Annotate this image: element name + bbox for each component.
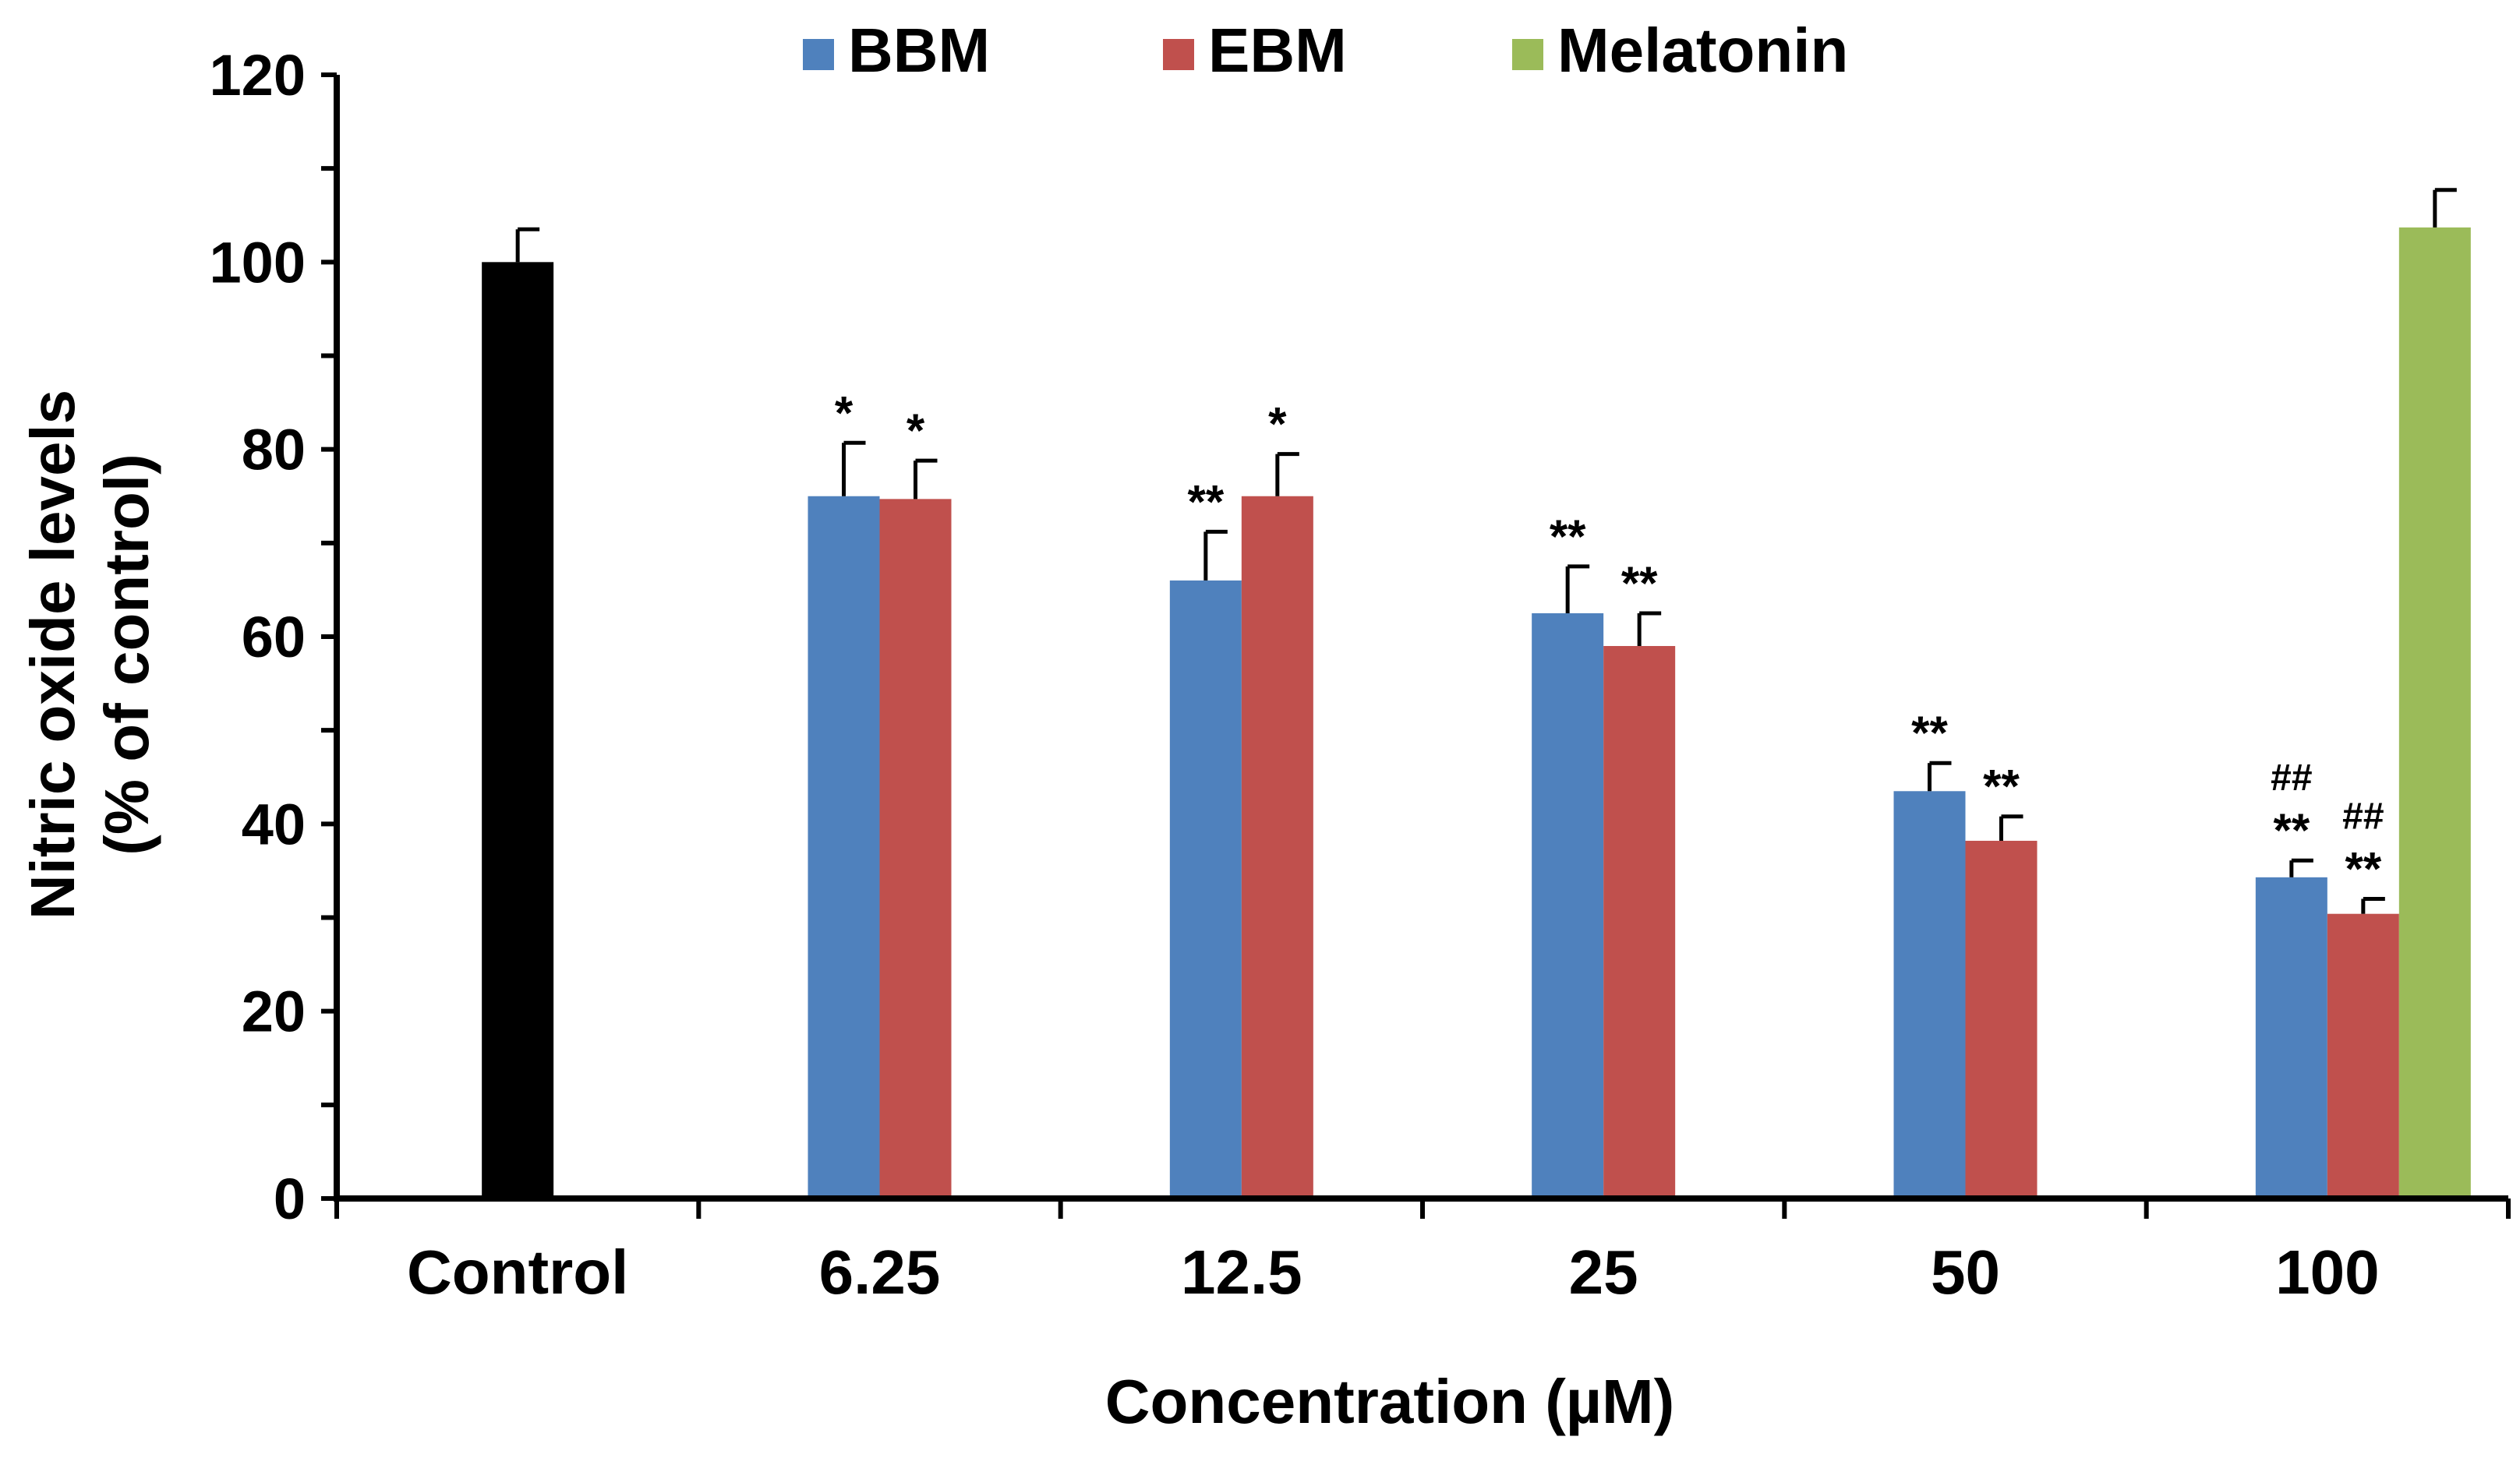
bar-bbm (1532, 612, 1604, 1198)
y-tick-label: 100 (210, 230, 306, 295)
legend-swatch-ebm (1163, 39, 1194, 70)
y-tick-label: 0 (274, 1167, 306, 1231)
x-tick-label: Control (407, 1237, 628, 1307)
y-tick-label: 60 (242, 605, 306, 669)
bar-ebm (1603, 646, 1676, 1198)
legend-swatch-melatonin (1512, 39, 1543, 70)
significance-marker: ** (1911, 707, 1948, 759)
significance-hash-marker: ## (2271, 757, 2312, 799)
x-tick-label: 50 (1931, 1237, 2000, 1307)
bar-ebm (1965, 840, 2038, 1198)
bar-bbm (1893, 791, 1966, 1198)
significance-marker: ** (1983, 761, 2020, 813)
x-tick-label: 12.5 (1181, 1237, 1302, 1307)
significance-marker: * (907, 404, 925, 457)
significance-marker: ** (1187, 475, 1224, 528)
x-tick-label: 100 (2275, 1237, 2379, 1307)
significance-marker: ** (1621, 557, 1658, 609)
bar-bbm (808, 496, 880, 1198)
significance-marker: * (835, 387, 854, 439)
significance-marker: ** (2273, 804, 2310, 856)
y-tick-label: 80 (242, 418, 306, 482)
bar-melatonin (2398, 227, 2471, 1198)
legend-swatch-bbm (803, 39, 834, 70)
y-axis-title-line-1: Nitric oxide levels (18, 390, 87, 920)
significance-marker: ** (2345, 842, 2381, 895)
legend-label-bbm: BBM (848, 16, 990, 85)
significance-marker: * (1268, 398, 1287, 450)
bar-ebm (879, 499, 952, 1198)
y-tick-label: 20 (242, 980, 306, 1044)
bar-ebm (1241, 496, 1313, 1198)
significance-hash-marker: ## (2342, 796, 2384, 837)
bar-bbm (1169, 580, 1242, 1198)
legend-label-ebm: EBM (1208, 16, 1347, 85)
x-axis-title: Concentration (µM) (1105, 1367, 1674, 1436)
y-axis-title-line-2: (% of control) (92, 454, 161, 855)
y-tick-label: 120 (210, 43, 306, 108)
legend-label-melatonin: Melatonin (1557, 16, 1848, 85)
x-tick-label: 6.25 (819, 1237, 941, 1307)
x-tick-label: 25 (1569, 1237, 1638, 1307)
y-tick-label: 40 (242, 792, 306, 856)
bar-control (482, 262, 554, 1198)
bar-bbm (2255, 877, 2327, 1198)
bar-ebm (2327, 913, 2399, 1198)
significance-marker: ** (1550, 510, 1586, 563)
